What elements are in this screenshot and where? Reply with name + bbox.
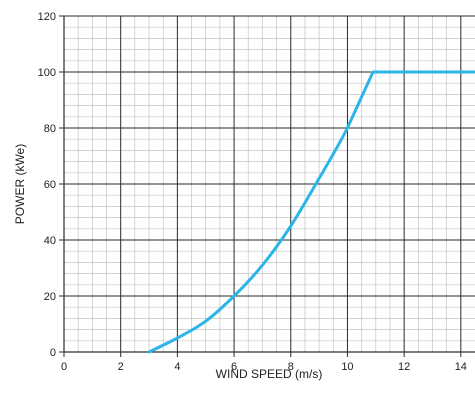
x-tick-label: 0: [61, 361, 67, 373]
x-tick-label: 2: [118, 361, 124, 373]
x-tick-label: 8: [288, 361, 294, 373]
x-tick-label: 6: [231, 361, 237, 373]
y-tick-label: 100: [38, 67, 56, 79]
x-tick-label: 10: [341, 361, 353, 373]
major-grid: [64, 15, 475, 352]
y-tick-label: 20: [44, 291, 56, 303]
y-tick-label: 120: [38, 11, 56, 23]
y-tick-label: 80: [44, 123, 56, 135]
y-tick-label: 40: [44, 235, 56, 247]
x-axis-label: WIND SPEED (m/s): [216, 367, 323, 381]
y-axis-label: POWER (kWe): [13, 144, 27, 224]
y-tick-label: 0: [50, 347, 56, 359]
axes: [59, 15, 475, 357]
y-tick-label: 60: [44, 179, 56, 191]
x-tick-label: 4: [174, 361, 180, 373]
tick-labels: 0 2 4 6 8 10 12 14 0 20 40 60 80 100 120: [38, 11, 467, 373]
series-line-0: [147, 70, 475, 354]
x-tick-label: 14: [455, 361, 467, 373]
series-layer: [147, 70, 475, 354]
x-tick-label: 12: [398, 361, 410, 373]
